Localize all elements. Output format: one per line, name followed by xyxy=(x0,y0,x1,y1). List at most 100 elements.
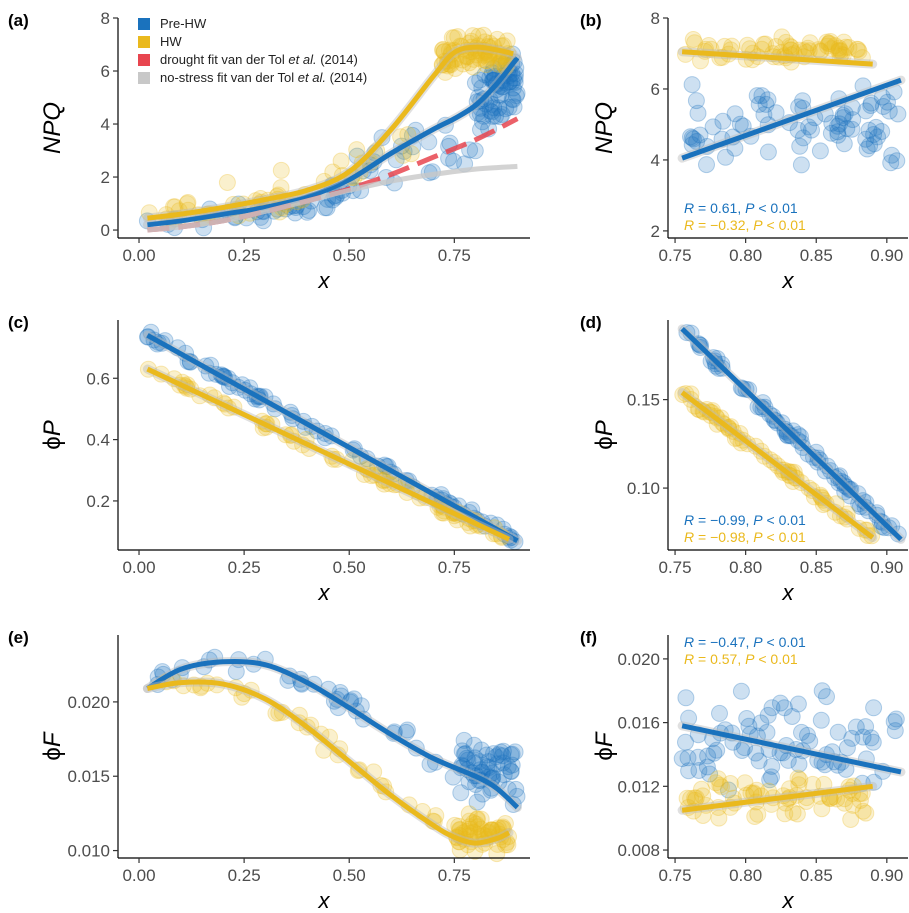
x-tick-label: 0.50 xyxy=(333,558,366,577)
data-point xyxy=(862,94,880,112)
data-point xyxy=(494,747,512,765)
data-point xyxy=(803,121,820,139)
x-tick-label: 0.80 xyxy=(729,866,762,885)
legend-label: drought fit van der Tol et al. (2014) xyxy=(160,52,358,67)
data-point xyxy=(689,748,707,766)
x-tick-label: 0.50 xyxy=(333,246,366,265)
data-point xyxy=(711,776,729,794)
y-tick-label: 0.4 xyxy=(86,431,110,450)
data-point xyxy=(495,766,513,784)
data-point xyxy=(461,820,479,838)
x-tick-label: 0.75 xyxy=(438,558,471,577)
data-point xyxy=(502,746,520,764)
data-point xyxy=(470,49,488,67)
data-point xyxy=(502,762,520,780)
data-point xyxy=(707,774,725,792)
data-point xyxy=(779,751,797,769)
data-point xyxy=(801,732,819,750)
y-axis-label: ϕF xyxy=(591,731,618,760)
data-point xyxy=(854,728,872,746)
data-point xyxy=(690,762,708,779)
data-point xyxy=(791,771,809,789)
data-point xyxy=(832,42,850,60)
data-point xyxy=(503,73,521,91)
data-point xyxy=(694,787,712,805)
data-point xyxy=(818,33,836,51)
y-tick-label: 2 xyxy=(101,168,110,187)
data-point xyxy=(677,689,695,707)
x-tick-label: 0.25 xyxy=(228,558,261,577)
data-point xyxy=(682,790,700,807)
data-point xyxy=(472,810,490,828)
data-point xyxy=(484,107,502,125)
x-axis-label: x xyxy=(782,580,795,605)
data-point xyxy=(485,745,502,763)
data-point xyxy=(887,710,905,728)
data-point xyxy=(316,199,334,217)
y-tick-label: 0 xyxy=(101,221,110,240)
data-point xyxy=(773,28,791,46)
data-point xyxy=(829,723,847,741)
data-point xyxy=(879,93,896,111)
data-point xyxy=(757,95,775,113)
legend-key-hw xyxy=(138,36,150,48)
data-point xyxy=(458,749,476,767)
data-point xyxy=(507,87,525,104)
data-point xyxy=(759,143,777,161)
data-point xyxy=(682,128,699,146)
data-point xyxy=(789,695,807,713)
data-point xyxy=(775,699,793,717)
panel-f: 0.75 0.80 0.85 0.90 0.008 0.012 0.016 0.020 x ϕF (… xyxy=(580,628,908,913)
data-point xyxy=(680,762,698,780)
data-point xyxy=(468,810,486,828)
data-point xyxy=(445,29,463,47)
y-tick-label: 0.15 xyxy=(627,391,660,410)
data-point xyxy=(857,102,875,120)
data-point xyxy=(711,704,728,722)
x-tick-label: 0.75 xyxy=(659,246,692,265)
x-tick-label: 0.85 xyxy=(800,558,833,577)
data-point xyxy=(691,126,709,144)
stat-annotation: R = −0.47, P < 0.01 xyxy=(684,634,806,650)
data-point xyxy=(783,708,801,725)
data-point xyxy=(789,769,807,787)
data-point xyxy=(494,742,512,760)
data-point xyxy=(840,39,858,56)
data-point xyxy=(736,774,754,792)
x-tick-label: 0.85 xyxy=(800,246,833,265)
data-point xyxy=(857,130,875,148)
data-point xyxy=(471,753,489,771)
data-point xyxy=(466,142,484,160)
data-point xyxy=(799,445,817,463)
panel-label: (f) xyxy=(580,628,597,647)
data-point xyxy=(818,688,835,706)
x-tick-label: 0.00 xyxy=(122,558,155,577)
data-point xyxy=(874,98,892,115)
data-point xyxy=(453,742,471,760)
y-tick-label: 0.020 xyxy=(67,693,110,712)
data-point xyxy=(821,33,839,50)
data-point xyxy=(823,114,841,132)
panel-b: 0.75 0.80 0.85 0.90 2 4 6 8 x NPQ (b) R = 0.61, P <… xyxy=(580,9,908,293)
y-axis-label: ϕF xyxy=(39,731,66,760)
data-point xyxy=(685,130,702,148)
data-point xyxy=(826,37,844,55)
data-point xyxy=(838,739,856,757)
panel-label: (e) xyxy=(8,628,29,647)
data-point xyxy=(885,713,903,731)
data-point xyxy=(506,69,524,87)
data-point xyxy=(843,120,861,138)
data-point xyxy=(488,755,506,773)
x-tick-label: 0.25 xyxy=(228,866,261,885)
legend-key-drought xyxy=(138,54,150,66)
data-point xyxy=(782,38,800,56)
data-point xyxy=(873,123,891,140)
data-point xyxy=(507,780,525,798)
data-point xyxy=(504,79,522,97)
fit-line-pre_hw xyxy=(147,56,520,228)
data-point xyxy=(698,156,715,174)
data-point xyxy=(688,133,706,150)
data-point xyxy=(504,91,522,109)
data-point xyxy=(459,751,477,769)
data-point xyxy=(763,757,781,775)
